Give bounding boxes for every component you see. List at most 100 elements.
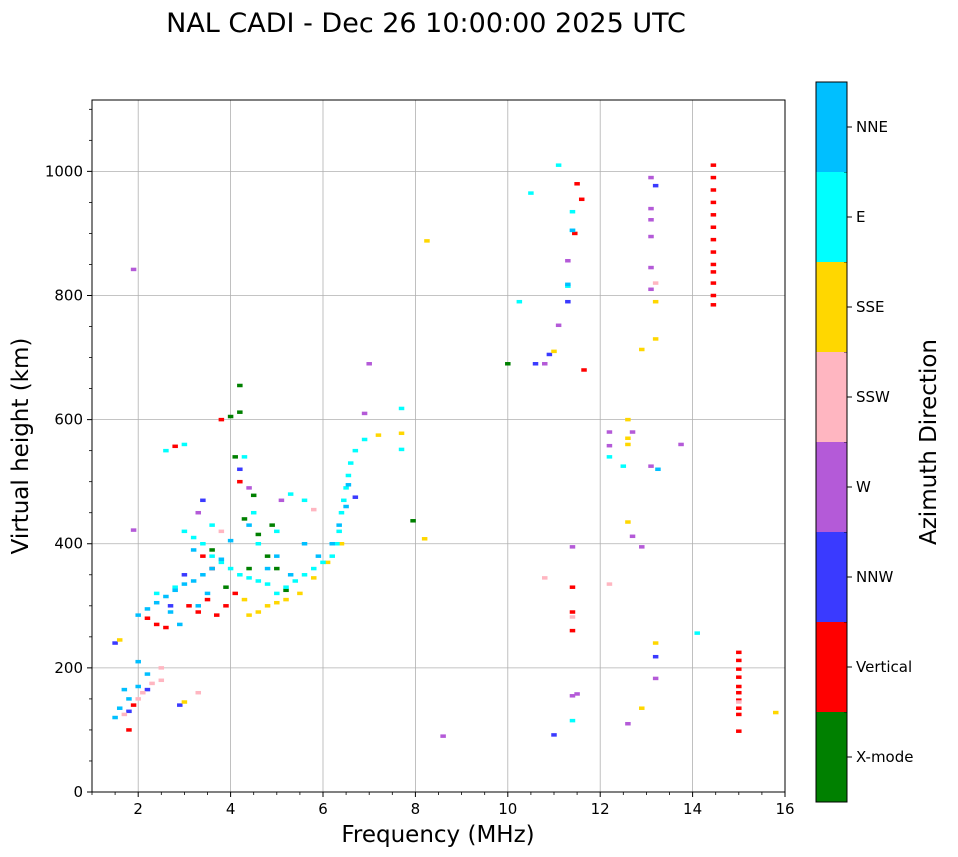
x-tick-label: 4 [226,800,236,818]
y-tick-label: 400 [54,535,83,553]
data-point-nne [195,604,202,608]
data-point-nnw [352,495,359,499]
data-point-x-mode [410,519,416,523]
data-point-nne [569,228,576,233]
data-point-w [574,692,580,696]
data-point-vertical [172,444,178,449]
data-point-e [320,560,326,565]
data-point-sse [255,610,262,614]
data-point-w [565,258,571,263]
data-point-x-mode [264,554,271,558]
data-point-w [195,510,202,515]
colorbar-tick-label: W [856,478,871,496]
data-point-nnw [546,352,553,357]
data-point-w [555,323,562,328]
data-point-e [398,406,405,411]
data-point-vertical [710,250,717,254]
data-point-e [336,529,342,534]
data-point-w [440,734,446,738]
data-point-e [209,523,215,527]
data-point-sse [241,597,248,602]
data-point-w [130,267,137,272]
data-point-x-mode [250,493,257,498]
data-point-vertical [736,684,742,689]
data-point-e [274,591,280,596]
data-point-vertical [710,163,717,167]
colorbar: X-mode Vertical NNW W SSW SSE E NNE [815,81,913,803]
data-point-sse [324,560,331,565]
data-point-x-mode [505,362,511,366]
data-point-ssw [736,700,742,704]
data-point-w [361,411,368,416]
data-point-x-mode [223,585,229,589]
data-point-w [648,234,654,239]
data-point-sse [652,641,659,645]
colorbar-segment [816,532,847,622]
data-point-e [334,541,340,546]
colorbar-segment [816,352,847,442]
data-point-w [648,206,654,211]
data-point-e [516,299,523,304]
data-point-w [652,676,659,681]
data-point-vertical [213,613,220,617]
colorbar-label: Azimuth Direction [916,339,942,545]
x-tick-label: 16 [775,800,794,818]
data-point-nne [287,573,294,577]
data-point-vertical [130,703,137,707]
data-point-nne [345,483,352,487]
data-points [112,163,779,738]
data-point-nne [301,541,308,546]
data-point-nne [190,548,197,552]
data-point-vertical [204,597,211,602]
data-point-e [274,529,280,534]
plot-area [92,100,785,792]
data-point-nne [264,566,271,571]
data-point-w [625,721,631,726]
x-tick-label: 14 [683,800,702,818]
data-point-w [639,545,645,549]
data-point-x-mode [209,548,215,552]
data-point-e [292,579,299,583]
data-point-nnw [237,467,243,472]
data-point-sse [639,706,645,710]
data-point-e [172,585,178,589]
data-point-sse [639,347,645,352]
data-point-nne [144,672,151,676]
data-point-w [648,175,654,180]
data-point-vertical [569,610,576,614]
data-point-x-mode [246,566,252,571]
data-point-nne [135,613,141,617]
data-point-sse [181,700,188,704]
data-point-e [555,163,562,167]
data-point-e [241,455,248,459]
data-point-w [648,287,654,292]
colorbar-frame [815,81,848,803]
colorbar-tick-label: E [856,208,865,226]
data-point-vertical [736,706,742,710]
data-point-e [246,576,252,580]
colorbar-tick-label: SSE [856,298,885,316]
data-point-vertical [218,417,225,422]
data-point-vertical [736,650,742,655]
data-point-e [338,510,345,515]
data-point-ssw [311,507,317,512]
data-point-nnw [652,654,659,659]
data-point-x-mode [269,523,275,527]
data-point-vertical [736,690,742,695]
data-point-x-mode [227,414,234,419]
data-point-e [347,461,354,465]
data-point-sse [652,337,659,341]
data-point-sse [246,613,252,617]
data-point-e [606,455,613,459]
colorbar-segment [816,622,847,712]
data-point-vertical [710,225,717,229]
data-point-nne [144,607,151,611]
colorbar-tick-label: SSW [856,388,890,406]
data-point-vertical [232,591,238,596]
data-point-e [620,464,627,468]
data-point-nne [177,622,183,627]
data-point-nnw [551,733,557,737]
data-point-w [366,362,372,366]
data-point-e [345,473,352,478]
data-point-x-mode [241,517,248,521]
